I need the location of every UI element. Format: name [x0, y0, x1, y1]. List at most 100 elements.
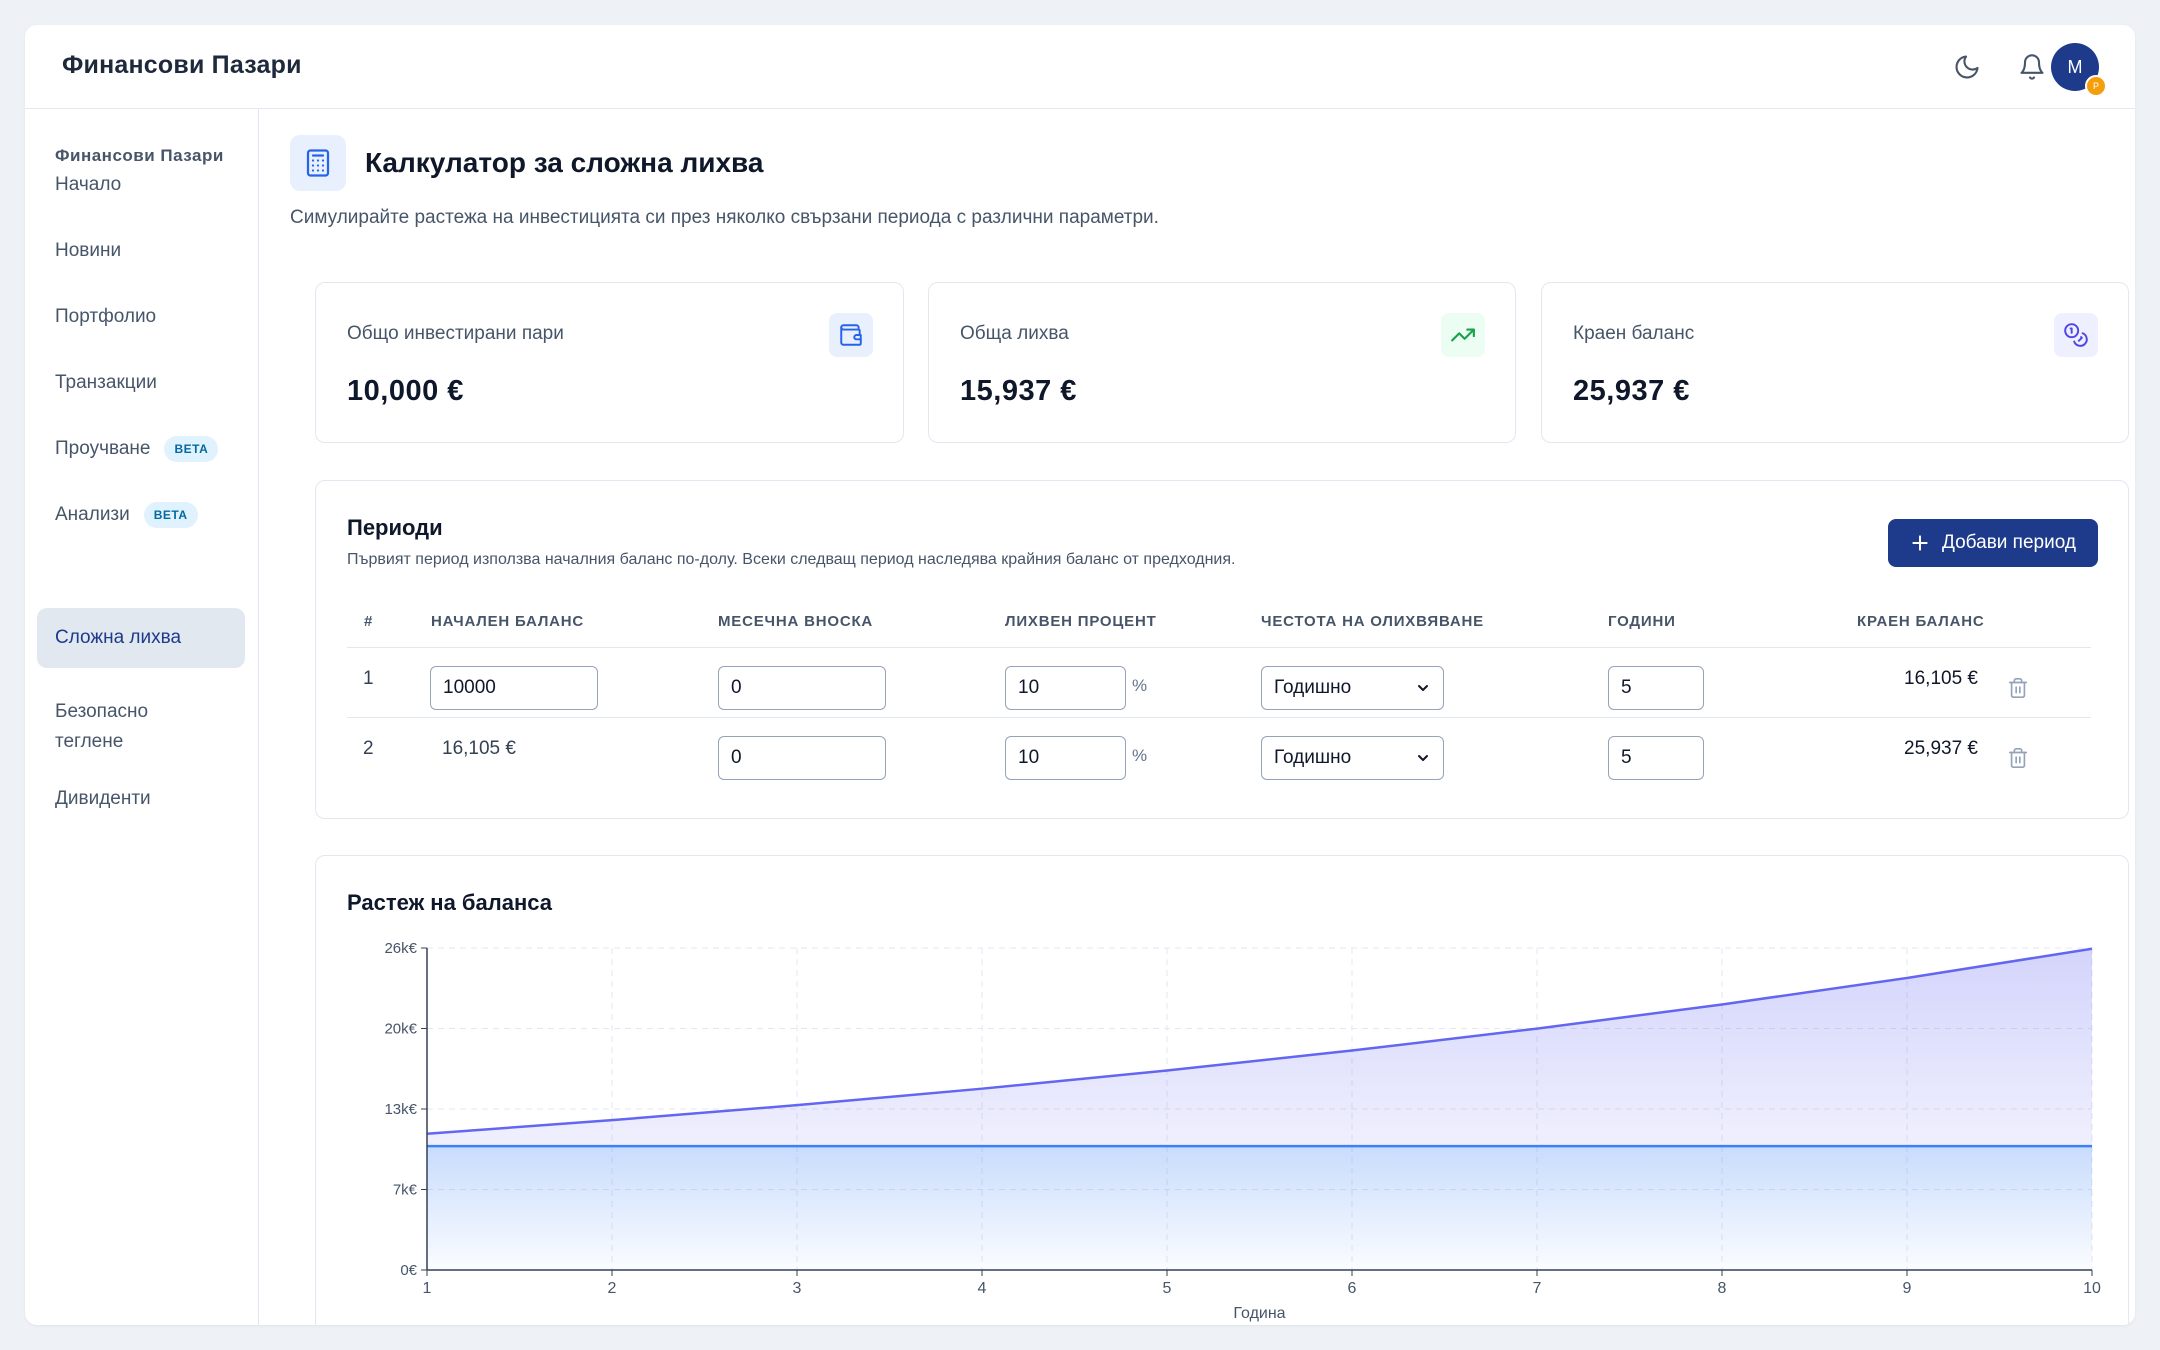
sidebar-item-home[interactable]: Начало [37, 159, 245, 211]
x-tick-label: 10 [2083, 1280, 2101, 1297]
trash-icon[interactable] [2004, 744, 2032, 772]
compounding-frequency-select[interactable]: Годишно [1261, 736, 1444, 780]
start-balance-input[interactable] [430, 666, 598, 710]
select-value: Годишно [1274, 747, 1352, 768]
x-tick-label: 5 [1163, 1280, 1172, 1297]
table-divider [347, 717, 2091, 718]
y-tick-label: 13k€ [384, 1101, 417, 1118]
column-header-start-balance: НАЧАЛЕН БАЛАНС [431, 613, 585, 630]
column-header-frequency: ЧЕСТОТА НА ОЛИХВЯВАНЕ [1261, 613, 1484, 630]
beta-badge: BETA [164, 436, 219, 462]
main-content: Калкулатор за сложна лихва Симулирайте р… [260, 109, 2135, 1325]
series-area-balance [427, 948, 2092, 1147]
x-tick-label: 7 [1533, 1280, 1542, 1297]
sidebar-heading: Финансови Пазари [55, 146, 224, 165]
bell-icon[interactable] [2012, 47, 2052, 87]
sidebar-item-label: Начало [55, 174, 122, 195]
table-divider [347, 647, 2091, 648]
chevron-down-icon [1415, 680, 1431, 696]
stat-card-final-balance: Краен баланс 25,937 € [1541, 282, 2129, 443]
percent-sign: % [1132, 676, 1148, 695]
beta-badge: BETA [143, 502, 198, 528]
sidebar-item-label: Дивиденти [55, 788, 151, 809]
sidebar-item-label: Анализи [55, 504, 130, 525]
stat-card-invested: Общо инвестирани пари 10,000 € [315, 282, 904, 443]
balance-growth-chart: 0€ 7k€ 13k€ 20k€ 26k€ 1 2 3 4 5 6 7 8 9 10 Година [384, 940, 2101, 1322]
compounding-frequency-select[interactable]: Годишно [1261, 666, 1444, 710]
y-tick-label: 0€ [400, 1262, 417, 1279]
stat-label: Краен баланс [1573, 323, 1695, 344]
x-tick-label: 9 [1903, 1280, 1912, 1297]
sidebar-item-label: Портфолио [55, 306, 157, 327]
page-subtitle: Симулирайте растежа на инвестицията си п… [290, 207, 1159, 228]
y-tick-label: 20k€ [384, 1021, 417, 1038]
app-brand[interactable]: Финансови Пазари [62, 51, 302, 79]
sidebar-item-label: Проучване [55, 438, 151, 459]
moon-icon[interactable] [1947, 47, 1987, 87]
series-area-invested [427, 1146, 2092, 1270]
x-tick-label: 3 [793, 1280, 802, 1297]
interest-rate-input[interactable] [1005, 666, 1126, 710]
interest-rate-input[interactable] [1005, 736, 1126, 780]
column-header-monthly: МЕСЕЧНА ВНОСКА [718, 613, 874, 630]
sidebar: Финансови Пазари Начало Новини Портфолио… [25, 109, 259, 1325]
stat-value: 10,000 € [347, 375, 464, 407]
add-period-label: Добави период [1942, 532, 2076, 553]
sidebar-item-label: Новини [55, 240, 122, 261]
app-window: Финансови Пазари М P Финансови Пазари На… [25, 25, 2135, 1325]
sidebar-item-label: Транзакции [55, 372, 157, 393]
column-header-index: # [364, 613, 374, 630]
periods-title: Периоди [347, 515, 443, 540]
periods-card: Периоди Първият период използва началния… [315, 480, 2129, 819]
column-header-rate: ЛИХВЕН ПРОЦЕНТ [1005, 613, 1157, 630]
trash-icon[interactable] [2004, 674, 2032, 702]
monthly-contribution-input[interactable] [718, 666, 886, 710]
wallet-icon [829, 313, 873, 357]
years-input[interactable] [1608, 666, 1704, 710]
years-input[interactable] [1608, 736, 1704, 780]
end-balance-value: 25,937 € [1904, 738, 1978, 759]
chevron-down-icon [1415, 750, 1431, 766]
avatar-badge: P [2085, 75, 2107, 97]
periods-subtitle: Първият период използва началния баланс … [347, 551, 1236, 568]
stat-card-interest: Обща лихва 15,937 € [928, 282, 1516, 443]
x-tick-label: 6 [1348, 1280, 1357, 1297]
column-header-end-balance: КРАЕН БАЛАНС [1857, 613, 1985, 630]
x-tick-label: 8 [1718, 1280, 1727, 1297]
sidebar-item-dividends[interactable]: Дивиденти [37, 773, 245, 825]
chart-card: Растеж на баланса 0€ 7k€ 13k€ 20k€ 26k€ 1 2 3 4 5… [315, 855, 2129, 1325]
select-value: Годишно [1274, 677, 1352, 698]
percent-sign: % [1132, 746, 1148, 765]
sidebar-item-portfolio[interactable]: Портфолио [37, 291, 245, 343]
sidebar-item-research[interactable]: Проучване BETA [37, 423, 245, 475]
sidebar-item-label: Сложна лихва [55, 627, 182, 648]
monthly-contribution-input[interactable] [718, 736, 886, 780]
sidebar-item-news[interactable]: Новини [37, 225, 245, 277]
x-tick-label: 1 [423, 1280, 432, 1297]
sidebar-item-transactions[interactable]: Транзакции [37, 357, 245, 409]
y-tick-label: 7k€ [393, 1182, 418, 1199]
y-tick-label: 26k€ [384, 940, 417, 957]
row-index: 1 [363, 668, 374, 689]
add-period-button[interactable]: Добави период [1888, 519, 2098, 567]
sidebar-item-safe-withdrawal[interactable]: Безопасно теглене [37, 687, 245, 767]
trending-up-icon [1441, 313, 1485, 357]
start-balance-value: 16,105 € [442, 738, 516, 759]
sidebar-item-label: Безопасно теглене [55, 701, 149, 752]
x-tick-label: 4 [978, 1280, 987, 1297]
end-balance-value: 16,105 € [1904, 668, 1978, 689]
coins-icon [2054, 313, 2098, 357]
sidebar-item-analyses[interactable]: Анализи BETA [37, 489, 245, 541]
column-header-years: ГОДИНИ [1608, 613, 1676, 630]
sidebar-item-compound-interest[interactable]: Сложна лихва [37, 608, 245, 668]
x-tick-label: 2 [608, 1280, 617, 1297]
avatar-initial: М [2067, 56, 2083, 77]
calculator-icon [290, 135, 346, 191]
page-title: Калкулатор за сложна лихва [365, 147, 764, 178]
stat-label: Общо инвестирани пари [347, 323, 564, 344]
stat-label: Обща лихва [960, 323, 1069, 344]
top-bar: Финансови Пазари М P [25, 25, 2135, 109]
series-line-balance [426, 947, 2093, 1136]
avatar[interactable]: М P [2051, 43, 2107, 97]
row-index: 2 [363, 738, 374, 759]
